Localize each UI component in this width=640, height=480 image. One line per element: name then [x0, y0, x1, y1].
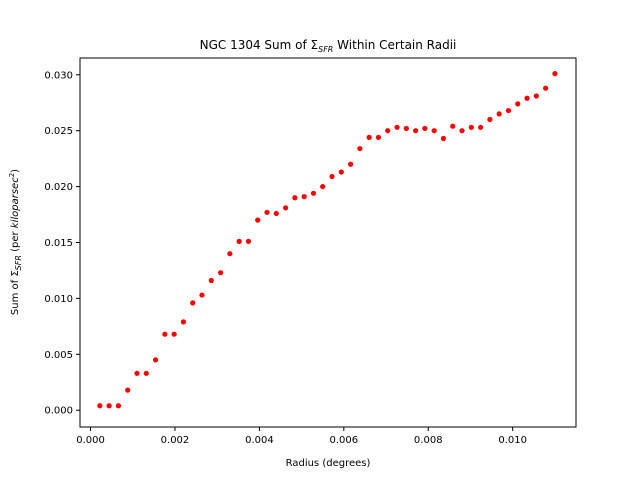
y-tick-label: 0.000	[44, 406, 73, 417]
data-point	[180, 319, 187, 325]
data-point	[125, 387, 131, 393]
data-point	[431, 128, 437, 134]
chart-title: NGC 1304 Sum of ΣSFR Within Certain Radi…	[200, 38, 457, 54]
data-point	[292, 195, 298, 201]
data-point	[273, 210, 279, 217]
data-point	[524, 95, 530, 101]
data-point	[199, 292, 205, 298]
y-tick-label: 0.020	[44, 182, 73, 193]
data-point	[533, 93, 539, 99]
data-point	[347, 161, 354, 167]
data-point	[450, 123, 456, 129]
y-tick-label: 0.025	[44, 126, 73, 137]
data-point	[190, 300, 196, 306]
data-point	[543, 85, 549, 91]
x-axis: 0.000 0.002 0.004 0.006 0.008 0.010	[76, 427, 527, 446]
data-point	[459, 128, 465, 134]
data-point	[329, 173, 335, 180]
data-point	[134, 370, 140, 376]
data-point	[468, 124, 474, 130]
data-point	[310, 190, 317, 196]
data-point	[440, 135, 447, 142]
data-point	[171, 331, 177, 337]
y-tick-label: 0.030	[44, 70, 73, 81]
x-tick-label: 0.008	[414, 435, 443, 446]
data-point	[496, 111, 502, 117]
x-tick-label: 0.004	[245, 435, 274, 446]
data-point	[552, 71, 558, 77]
y-axis-label: Sum of ΣSFR (per kiloparsec2)	[8, 169, 23, 315]
y-tick-label: 0.015	[44, 238, 73, 249]
data-point	[357, 145, 363, 152]
data-point	[245, 238, 252, 244]
y-axis: 0.000 0.005 0.010 0.015 0.020 0.025 0.030	[44, 70, 80, 417]
data-point	[236, 238, 242, 244]
y-tick-label: 0.005	[44, 350, 73, 361]
data-point	[487, 116, 493, 123]
data-point	[106, 403, 112, 409]
data-point	[515, 101, 521, 107]
data-point	[301, 194, 307, 200]
data-point	[320, 183, 326, 190]
data-point	[375, 134, 382, 140]
x-tick-label: 0.002	[161, 435, 190, 446]
x-tick-label: 0.006	[330, 435, 359, 446]
data-point	[255, 217, 261, 223]
data-point	[394, 124, 400, 130]
y-tick-label: 0.010	[44, 294, 73, 305]
data-point	[366, 134, 372, 140]
data-point	[385, 128, 391, 134]
data-point	[478, 124, 484, 130]
data-point	[422, 125, 428, 132]
data-point	[217, 270, 224, 276]
x-tick-label: 0.000	[76, 435, 105, 446]
data-point	[97, 403, 103, 409]
data-point	[264, 209, 270, 215]
plot-area	[97, 71, 558, 409]
data-point	[282, 205, 289, 211]
data-point	[152, 357, 159, 363]
data-point	[505, 107, 512, 114]
data-point	[162, 331, 168, 337]
x-axis-label: Radius (degrees)	[286, 458, 371, 469]
data-point	[403, 125, 409, 132]
data-point	[412, 128, 419, 134]
data-point	[143, 370, 149, 376]
data-point	[115, 403, 122, 409]
x-tick-label: 0.010	[498, 435, 527, 446]
data-point	[227, 251, 233, 257]
data-point	[338, 169, 344, 175]
data-point	[208, 277, 214, 284]
